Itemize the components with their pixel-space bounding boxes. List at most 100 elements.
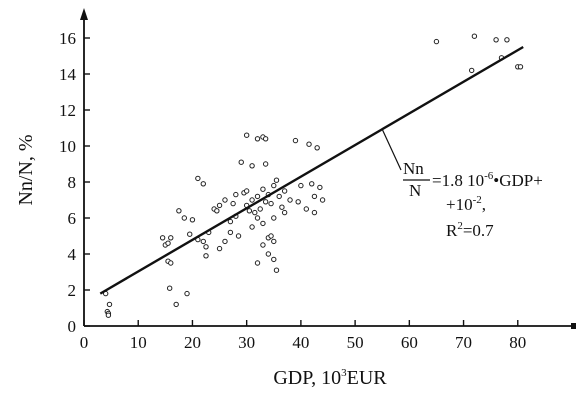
- data-point: [200, 238, 206, 245]
- y-tick-label: 6: [68, 209, 77, 228]
- x-axis-title: GDP, 103EUR: [273, 367, 387, 389]
- eq-r-squared: R2=0.7: [446, 220, 494, 240]
- data-point: [298, 182, 304, 189]
- data-point: [222, 238, 228, 245]
- data-point: [254, 136, 261, 142]
- data-point: [493, 37, 499, 43]
- eq-fraction-denominator: N: [409, 181, 421, 200]
- data-point: [214, 208, 220, 214]
- data-point: [265, 251, 272, 257]
- data-point: [249, 224, 255, 230]
- data-point: [311, 209, 318, 216]
- y-tick-label: 2: [68, 281, 77, 300]
- x-tick-label: 20: [184, 333, 201, 352]
- data-point: [216, 245, 223, 252]
- x-tick-label: 0: [80, 333, 89, 352]
- x-tick-label: 50: [347, 333, 364, 352]
- data-point: [471, 33, 478, 39]
- data-point: [227, 229, 234, 236]
- data-point: [165, 240, 171, 246]
- data-point: [173, 301, 179, 308]
- data-point: [271, 182, 277, 189]
- data-point: [203, 253, 209, 259]
- data-point: [262, 199, 269, 205]
- data-point: [273, 177, 280, 183]
- y-tick-label: 16: [59, 29, 76, 48]
- data-point: [287, 197, 293, 203]
- data-point: [243, 188, 250, 194]
- data-point: [281, 188, 288, 194]
- y-tick-label: 12: [59, 101, 76, 120]
- data-point: [233, 191, 239, 198]
- y-tick-label: 14: [59, 65, 77, 84]
- y-tick-label: 4: [68, 245, 77, 264]
- regression-equation: Nn N =1.8 10-6•GDP+ +10-2, R2=0.7: [403, 159, 543, 240]
- data-point: [271, 256, 277, 263]
- data-point: [254, 215, 261, 221]
- equation-leader-line: [381, 128, 402, 171]
- data-point: [271, 215, 277, 221]
- data-point: [260, 186, 266, 192]
- data-point: [254, 193, 261, 200]
- data-point: [309, 181, 315, 187]
- data-point: [273, 267, 280, 273]
- regression-line-group: [99, 45, 524, 295]
- data-point: [195, 175, 201, 182]
- data-point: [216, 202, 223, 209]
- x-tick-label: 40: [292, 333, 309, 352]
- data-point: [230, 200, 236, 207]
- data-point: [262, 136, 269, 142]
- data-point: [268, 200, 274, 207]
- data-point: [257, 206, 263, 212]
- data-point: [249, 163, 255, 169]
- axis-titles: GDP, 103EUR Nn/N, %: [15, 134, 387, 389]
- axes: [80, 8, 576, 329]
- y-axis-arrow: [80, 8, 88, 20]
- regression-line: [99, 45, 524, 295]
- data-point: [227, 218, 234, 225]
- x-axis-end: [571, 323, 576, 329]
- data-point: [166, 285, 173, 291]
- x-tick-label: 10: [130, 333, 147, 352]
- data-point: [159, 235, 166, 241]
- data-point: [517, 64, 524, 70]
- data-point: [105, 312, 112, 318]
- data-point: [243, 132, 250, 138]
- data-point: [222, 197, 228, 203]
- y-axis-title: Nn/N, %: [15, 134, 37, 205]
- data-points: [102, 33, 524, 318]
- data-point: [168, 235, 174, 241]
- data-point: [238, 159, 244, 165]
- data-point: [281, 209, 288, 216]
- data-point: [317, 184, 323, 191]
- data-point: [295, 199, 301, 205]
- data-point: [319, 197, 326, 203]
- x-tick-label: 80: [509, 333, 526, 352]
- data-point: [260, 220, 266, 227]
- data-point: [504, 37, 510, 43]
- data-point: [279, 204, 285, 210]
- eq-line-2: +10-2,: [446, 194, 486, 214]
- data-point: [254, 260, 261, 266]
- data-point: [311, 193, 318, 200]
- ticks: 0 10 20 30 40 50 60 70 80 0 2 4 6 8 10 12 14 16: [59, 29, 526, 352]
- data-point: [168, 260, 174, 266]
- data-point: [184, 290, 190, 297]
- data-point: [303, 206, 310, 212]
- data-point: [262, 161, 269, 167]
- data-point: [276, 193, 282, 200]
- data-point: [252, 209, 258, 216]
- data-point: [246, 208, 253, 214]
- y-tick-label: 0: [68, 317, 77, 336]
- data-point: [260, 242, 266, 248]
- data-point: [203, 244, 209, 250]
- y-tick-label: 10: [59, 137, 76, 156]
- data-point: [189, 217, 196, 223]
- x-tick-label: 70: [455, 333, 472, 352]
- x-tick-label: 60: [401, 333, 418, 352]
- data-point: [268, 233, 274, 239]
- data-point: [292, 137, 299, 144]
- data-point: [468, 67, 475, 74]
- data-point: [249, 197, 255, 203]
